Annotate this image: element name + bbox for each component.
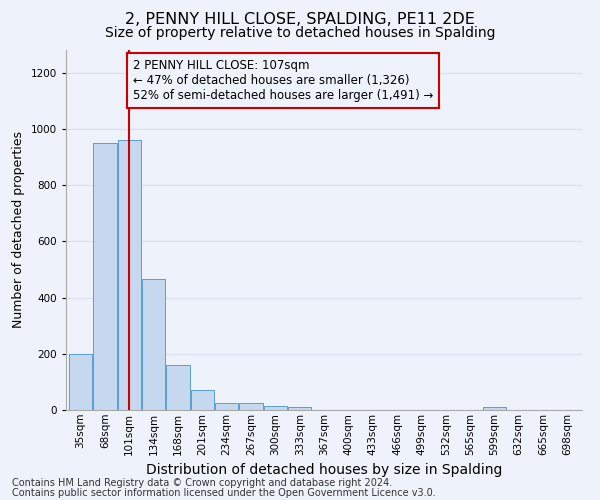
Text: Size of property relative to detached houses in Spalding: Size of property relative to detached ho… (105, 26, 495, 40)
Bar (215, 403, 238, 410)
Bar (142, 279, 165, 410)
Bar (288, 407, 311, 410)
Text: Contains public sector information licensed under the Open Government Licence v3: Contains public sector information licen… (12, 488, 436, 498)
Bar (239, 403, 263, 410)
Bar (94, 143, 116, 410)
Bar (264, 406, 287, 410)
Bar (191, 390, 214, 410)
X-axis label: Distribution of detached houses by size in Spalding: Distribution of detached houses by size … (146, 463, 502, 477)
Bar (69, 354, 92, 410)
Text: 2 PENNY HILL CLOSE: 107sqm
← 47% of detached houses are smaller (1,326)
52% of s: 2 PENNY HILL CLOSE: 107sqm ← 47% of deta… (133, 59, 433, 102)
Y-axis label: Number of detached properties: Number of detached properties (12, 132, 25, 328)
Bar (118, 140, 141, 410)
Text: 2, PENNY HILL CLOSE, SPALDING, PE11 2DE: 2, PENNY HILL CLOSE, SPALDING, PE11 2DE (125, 12, 475, 28)
Bar (166, 365, 190, 410)
Text: Contains HM Land Registry data © Crown copyright and database right 2024.: Contains HM Land Registry data © Crown c… (12, 478, 392, 488)
Bar (483, 407, 506, 410)
